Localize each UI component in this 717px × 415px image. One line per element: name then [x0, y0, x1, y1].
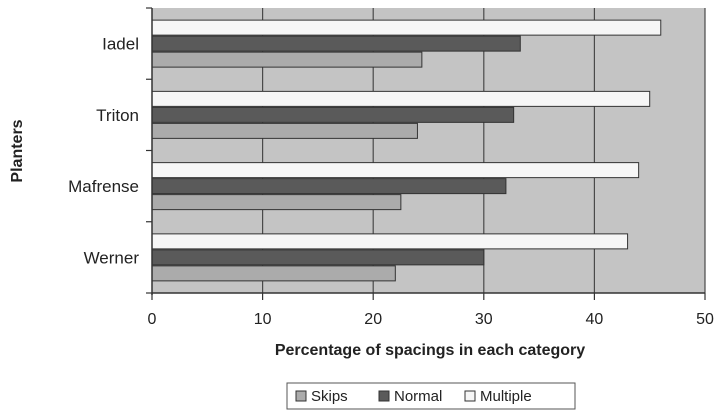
legend-swatch-normal [378, 390, 390, 402]
category-label: Mafrense [68, 177, 139, 196]
legend-items: Skips Normal Multiple [295, 388, 532, 405]
x-tick-label: 20 [364, 311, 382, 328]
bar-skips-mafrense [151, 194, 402, 211]
category-label: Iadel [102, 35, 139, 54]
legend-label-skips: Skips [311, 388, 348, 405]
legend-label-multiple: Multiple [480, 388, 532, 405]
bar-skips-iadel [151, 51, 423, 68]
bar-multiple-iadel [151, 19, 662, 36]
legend-box [286, 382, 576, 410]
legend-swatch-multiple [464, 390, 476, 402]
x-tick-label: 50 [696, 311, 714, 328]
x-tick-label: 40 [586, 311, 604, 328]
category-label: Triton [96, 106, 139, 125]
bar-normal-iadel [151, 35, 521, 52]
legend: Skips Normal Multiple [286, 382, 576, 410]
bar-normal-mafrense [151, 178, 507, 195]
bar-normal-werner [151, 249, 485, 266]
bar-normal-triton [151, 106, 515, 123]
legend-swatch-skips [295, 390, 307, 402]
x-axis-title: Percentage of spacings in each category [275, 342, 585, 359]
bar-multiple-werner [151, 233, 629, 250]
category-labels: Iadel Triton Mafrense Werner [68, 35, 139, 268]
bar-skips-triton [151, 122, 418, 139]
bar-multiple-mafrense [151, 162, 640, 179]
bar-skips-werner [151, 265, 396, 282]
axes [146, 7, 706, 300]
bars [151, 19, 662, 282]
x-tick-labels: 0 10 20 30 40 50 [148, 311, 714, 328]
bar-multiple-triton [151, 90, 651, 107]
x-tick-label: 30 [475, 311, 493, 328]
x-tick-label: 0 [148, 311, 157, 328]
category-label: Werner [84, 248, 140, 267]
y-axis-title: Planters [9, 119, 26, 182]
legend-label-normal: Normal [394, 388, 442, 405]
x-tick-label: 10 [254, 311, 272, 328]
